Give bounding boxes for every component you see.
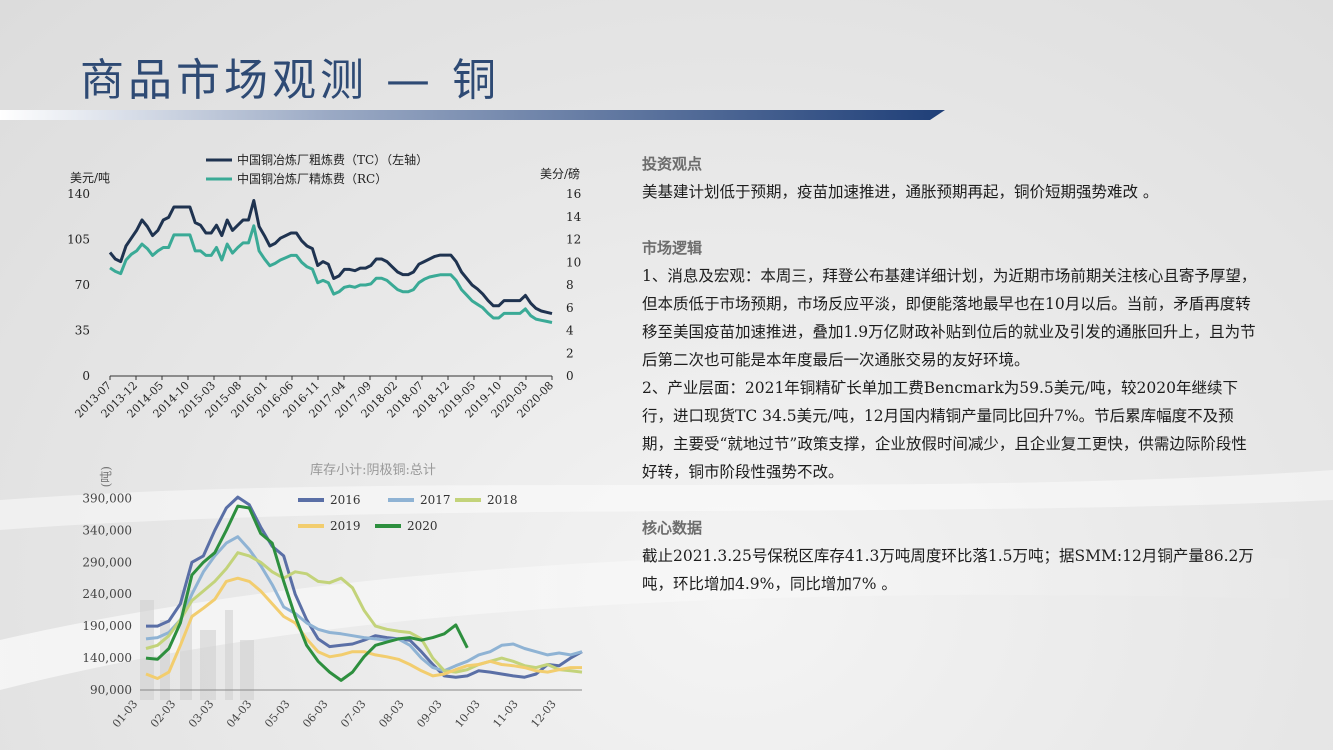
right-tick-label: 4 (566, 324, 574, 338)
legend-label: 中国铜冶炼厂粗炼费（TC）（左轴） (237, 152, 428, 167)
series-line-rc (109, 224, 553, 324)
investment-view-heading: 投资观点 (642, 155, 703, 173)
series-line-2016 (146, 495, 583, 679)
market-logic-para-2: 2、产业层面：2021年铜精矿长单加工费Bencmark为59.5美元/吨，较2… (642, 379, 1247, 481)
core-data-heading: 核心数据 (642, 519, 703, 537)
right-tick-label: 8 (566, 278, 574, 292)
series-line-tc (108, 199, 553, 316)
right-tick-label: 12 (566, 233, 581, 247)
y-tick-label: 240,000 (82, 587, 132, 601)
series-line-2017 (145, 535, 583, 673)
left-axis-unit: 美元/吨 (70, 171, 110, 185)
left-tick-label: 0 (82, 369, 90, 383)
x-tick-label: 07-03 (338, 698, 368, 731)
investment-view-text: 美基建计划低于预期，疫苗加速推进，通胀预期再起，铜价短期强势难改 。 (642, 183, 1159, 201)
series-line-2019 (145, 576, 582, 680)
legend-label: 中国铜冶炼厂精炼费（RC） (237, 171, 387, 186)
right-tick-label: 14 (566, 210, 582, 224)
tc-rc-chart: 美元/吨 美分/磅0357010514002468101214162013-072… (67, 152, 582, 420)
x-tick-label: 04-03 (224, 698, 254, 731)
left-tick-label: 70 (75, 278, 90, 292)
x-tick-label: 03-03 (186, 698, 216, 731)
x-tick-label: 01-03 (110, 698, 140, 731)
right-tick-label: 0 (566, 369, 574, 383)
left-tick-label: 35 (75, 324, 90, 338)
y-tick-label: 90,000 (90, 683, 132, 697)
x-tick-label: 02-03 (148, 698, 178, 731)
y-axis-label: (吨) (99, 466, 113, 487)
legend-label: 2016 (330, 493, 361, 507)
right-axis-unit: 美分/磅 (540, 166, 580, 181)
title-underline (0, 110, 945, 120)
right-tick-label: 16 (566, 187, 581, 201)
x-tick-label: 11-03 (490, 698, 520, 731)
market-logic-para-1: 1、消息及宏观：本周三，拜登公布基建详细计划，为近期市场前期关注核心且寄予厚望，… (642, 267, 1257, 369)
y-tick-label: 140,000 (82, 651, 132, 665)
legend-label: 2018 (487, 493, 518, 507)
analysis-panel: 投资观点 美基建计划低于预期，疫苗加速推进，通胀预期再起，铜价短期强势难改 。 … (642, 150, 1262, 598)
x-tick-label: 08-03 (376, 698, 406, 731)
y-tick-label: 290,000 (82, 555, 132, 569)
y-tick-label: 340,000 (82, 523, 132, 537)
market-logic-heading: 市场逻辑 (642, 239, 703, 257)
page-title: 商品市场观测 — 铜 (80, 55, 500, 106)
x-tick-label: 10-03 (452, 698, 482, 731)
y-tick-label: 190,000 (82, 619, 132, 633)
x-tick-label: 05-03 (262, 698, 292, 731)
left-tick-label: 105 (67, 233, 90, 247)
legend-label: 2020 (407, 519, 438, 533)
inventory-chart: (吨) 库存小计:阴极铜:总计 90,000 140,000 190,000 240,00… (82, 462, 583, 731)
x-tick-label: 06-03 (300, 698, 330, 731)
series-line-2020 (145, 504, 469, 682)
legend-label: 2019 (330, 519, 361, 533)
legend-label: 2017 (420, 493, 451, 507)
x-tick-label: 12-03 (529, 698, 559, 731)
chart-title: 库存小计:阴极铜:总计 (310, 462, 436, 478)
y-tick-label: 390,000 (82, 491, 132, 505)
right-tick-label: 10 (566, 255, 581, 269)
right-tick-label: 6 (566, 301, 574, 315)
right-tick-label: 2 (566, 346, 574, 360)
x-tick-label: 09-03 (414, 698, 444, 731)
left-tick-label: 140 (67, 187, 90, 201)
core-data-text: 截止2021.3.25号保税区库存41.3万吨周度环比落1.5万吨；据SMM:1… (642, 547, 1254, 593)
series-line-2018 (145, 551, 583, 674)
